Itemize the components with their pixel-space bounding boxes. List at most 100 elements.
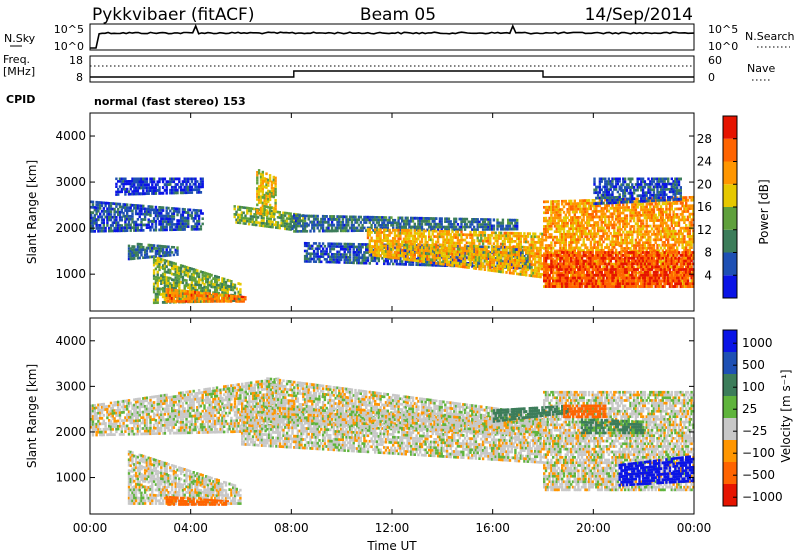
power-cell <box>152 271 156 275</box>
power-cell <box>156 301 159 304</box>
power-cell <box>426 252 429 255</box>
power-cell <box>170 291 174 295</box>
power-cell <box>99 226 102 230</box>
power-cell <box>165 299 168 303</box>
power-cell <box>179 292 183 295</box>
power-cell <box>194 271 197 275</box>
power-cell <box>505 259 508 263</box>
power-cell <box>187 269 190 273</box>
power-cell <box>204 292 208 295</box>
power-cell <box>167 288 170 292</box>
power-cell <box>435 243 438 246</box>
power-cell <box>109 210 113 213</box>
power-cell <box>185 191 188 195</box>
power-cell <box>102 218 105 222</box>
power-cell <box>126 206 129 210</box>
power-cell <box>181 300 184 303</box>
power-cell <box>147 210 150 213</box>
power-cell <box>544 233 548 236</box>
power-cell <box>147 183 150 187</box>
power-cell <box>199 278 203 282</box>
power-cell <box>124 214 127 218</box>
power-cell <box>145 177 149 181</box>
power-cell <box>557 200 560 203</box>
power-cell <box>465 236 469 239</box>
power-cell <box>311 244 314 248</box>
power-cell <box>224 283 228 287</box>
power-cell <box>118 216 122 219</box>
power-cell <box>142 189 145 193</box>
power-cell <box>359 251 362 254</box>
power-cell <box>431 238 434 242</box>
power-cell <box>129 217 132 221</box>
power-cell <box>172 294 176 298</box>
power-cell <box>192 290 195 294</box>
power-cell <box>368 221 371 224</box>
power-cell <box>158 247 161 250</box>
power-cell <box>199 270 203 274</box>
power-cell <box>160 274 163 277</box>
power-cell <box>348 258 352 262</box>
power-cell <box>181 297 185 301</box>
power-cell <box>330 220 334 224</box>
power-cell <box>154 301 158 304</box>
power-cell <box>140 251 143 254</box>
power-cell <box>363 253 366 257</box>
power-cell <box>95 203 98 207</box>
power-cell <box>539 248 542 252</box>
power-cell <box>274 187 277 191</box>
power-cell <box>174 251 177 254</box>
power-cell <box>147 205 150 208</box>
power-cell <box>390 216 393 219</box>
power-cell <box>179 297 183 301</box>
power-cell <box>170 220 174 224</box>
power-cell <box>113 229 116 233</box>
power-cell <box>111 207 114 211</box>
power-cell <box>129 180 132 183</box>
power-cell <box>274 204 277 208</box>
power-cell <box>197 222 201 226</box>
power-cell <box>611 237 614 241</box>
power-cell <box>143 177 147 181</box>
power-cell <box>120 205 123 209</box>
power-cell <box>546 200 549 204</box>
power-cell <box>262 216 265 220</box>
power-cell <box>298 217 301 220</box>
power-cell <box>149 219 152 223</box>
power-cell <box>169 225 172 229</box>
power-cell <box>208 283 211 287</box>
power-cell <box>357 223 361 227</box>
power-cell <box>163 214 167 218</box>
power-cell <box>91 200 95 204</box>
power-cell <box>219 282 222 286</box>
power-cell <box>199 289 203 292</box>
power-cell <box>214 288 217 292</box>
power-cell <box>140 218 143 221</box>
power-cell <box>136 226 140 229</box>
power-cell <box>161 286 165 290</box>
power-cell <box>154 214 158 218</box>
power-cell <box>600 246 603 249</box>
power-cell <box>188 299 192 303</box>
power-cell <box>525 273 528 277</box>
power-cell <box>127 180 131 183</box>
power-cell <box>429 249 433 253</box>
power-cell <box>118 180 122 183</box>
power-cell <box>145 180 149 184</box>
power-cell <box>187 286 190 289</box>
power-cell <box>158 268 161 272</box>
power-cell <box>170 185 174 189</box>
power-cell <box>154 220 158 223</box>
power-cell <box>451 230 454 234</box>
power-cell <box>151 180 154 184</box>
power-cell <box>160 206 163 209</box>
power-cell <box>481 262 485 266</box>
power-cell <box>187 266 190 270</box>
power-cell <box>451 264 454 267</box>
power-cell <box>178 219 181 223</box>
power-cell <box>348 253 352 256</box>
power-cell <box>289 212 292 215</box>
power-cell <box>187 177 190 181</box>
power-cell <box>120 182 123 186</box>
power-cell <box>205 277 208 281</box>
